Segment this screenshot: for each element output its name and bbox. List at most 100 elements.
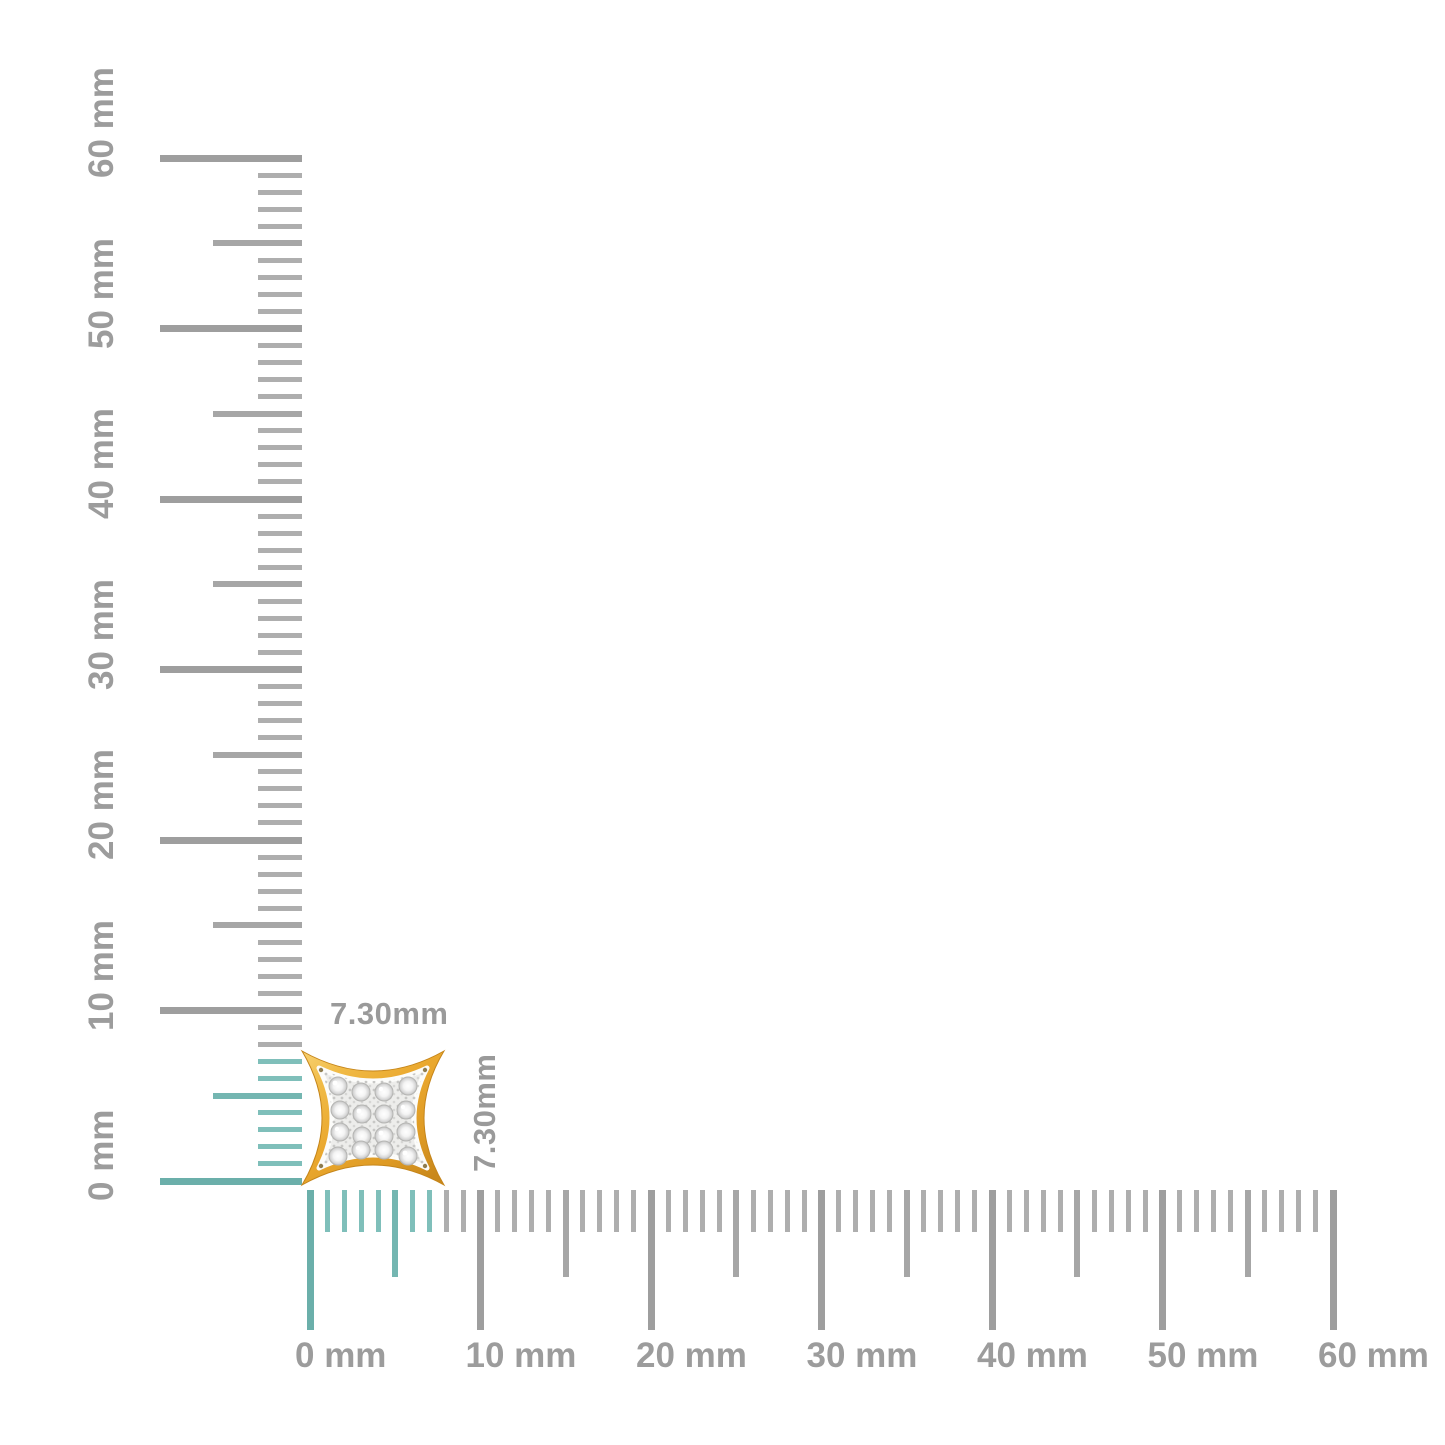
h-ruler-tick-11mm bbox=[495, 1190, 501, 1232]
h-ruler-tick-18mm bbox=[614, 1190, 620, 1232]
h-ruler-tick-26mm bbox=[750, 1190, 756, 1232]
h-ruler-tick-45mm bbox=[1074, 1190, 1081, 1277]
v-ruler-tick-29mm bbox=[258, 684, 302, 690]
h-ruler-tick-57mm bbox=[1279, 1190, 1285, 1232]
h-ruler-tick-41mm bbox=[1006, 1190, 1012, 1232]
h-ruler-tick-25mm bbox=[733, 1190, 740, 1277]
v-ruler-tick-35mm bbox=[213, 581, 302, 588]
v-ruler-tick-10mm bbox=[160, 1007, 302, 1014]
v-ruler-tick-3mm bbox=[258, 1127, 302, 1133]
v-ruler-tick-46mm bbox=[258, 394, 302, 400]
v-ruler-tick-45mm bbox=[213, 410, 302, 417]
h-ruler-tick-59mm bbox=[1313, 1190, 1319, 1232]
h-ruler-tick-33mm bbox=[870, 1190, 876, 1232]
h-ruler-label-40mm: 40 mm bbox=[977, 1336, 1088, 1375]
v-ruler-tick-0mm bbox=[160, 1177, 302, 1185]
h-ruler-tick-16mm bbox=[580, 1190, 586, 1232]
v-ruler-tick-37mm bbox=[258, 547, 302, 553]
v-ruler-tick-49mm bbox=[258, 343, 302, 349]
v-ruler-label-60mm: 60 mm bbox=[82, 67, 121, 178]
h-ruler-tick-35mm bbox=[903, 1190, 910, 1277]
v-ruler-label-40mm: 40 mm bbox=[82, 408, 121, 519]
h-ruler-tick-42mm bbox=[1023, 1190, 1029, 1232]
v-ruler-tick-15mm bbox=[213, 922, 302, 929]
h-ruler-tick-15mm bbox=[562, 1190, 569, 1277]
h-ruler-tick-39mm bbox=[972, 1190, 978, 1232]
h-ruler-tick-0mm bbox=[306, 1190, 314, 1330]
v-ruler-tick-6mm bbox=[258, 1076, 302, 1082]
h-ruler-tick-21mm bbox=[665, 1190, 671, 1232]
earring-milgrain-texture bbox=[319, 1068, 427, 1168]
v-ruler-tick-20mm bbox=[160, 836, 302, 844]
h-ruler-tick-17mm bbox=[597, 1190, 603, 1232]
v-ruler-label-20mm: 20 mm bbox=[82, 749, 121, 860]
h-ruler-tick-6mm bbox=[409, 1190, 415, 1232]
h-ruler-tick-13mm bbox=[529, 1190, 535, 1232]
v-ruler-tick-33mm bbox=[258, 615, 302, 621]
v-ruler-tick-14mm bbox=[258, 939, 302, 945]
h-ruler-tick-29mm bbox=[801, 1190, 807, 1232]
v-ruler-tick-30mm bbox=[160, 666, 302, 673]
v-ruler-tick-9mm bbox=[258, 1025, 302, 1031]
v-ruler-tick-54mm bbox=[258, 257, 302, 263]
diamond-sparkles bbox=[332, 1080, 408, 1156]
h-ruler-tick-40mm bbox=[988, 1190, 996, 1330]
v-ruler-tick-26mm bbox=[258, 735, 302, 741]
v-ruler-tick-53mm bbox=[258, 274, 302, 280]
h-ruler-tick-23mm bbox=[699, 1190, 705, 1232]
h-ruler-tick-50mm bbox=[1159, 1190, 1166, 1330]
v-ruler-tick-22mm bbox=[258, 803, 302, 809]
h-ruler-tick-44mm bbox=[1057, 1190, 1063, 1232]
h-ruler-tick-14mm bbox=[546, 1190, 552, 1232]
v-ruler-tick-60mm bbox=[160, 154, 302, 162]
h-ruler-tick-8mm bbox=[443, 1190, 449, 1232]
h-ruler-tick-58mm bbox=[1296, 1190, 1302, 1232]
v-ruler-tick-2mm bbox=[258, 1144, 302, 1150]
h-ruler-label-10mm: 10 mm bbox=[465, 1336, 577, 1375]
h-ruler-tick-43mm bbox=[1040, 1190, 1046, 1232]
h-ruler-label-0mm: 0 mm bbox=[295, 1336, 387, 1375]
h-ruler-tick-53mm bbox=[1211, 1190, 1217, 1232]
v-ruler-tick-21mm bbox=[258, 820, 302, 826]
h-ruler-tick-7mm bbox=[426, 1190, 432, 1232]
v-ruler-tick-17mm bbox=[258, 888, 302, 894]
h-ruler-label-50mm: 50 mm bbox=[1147, 1336, 1259, 1375]
v-ruler-tick-48mm bbox=[258, 360, 302, 366]
h-ruler-tick-46mm bbox=[1091, 1190, 1097, 1232]
h-ruler-tick-22mm bbox=[682, 1190, 688, 1232]
v-ruler-tick-52mm bbox=[258, 291, 302, 297]
h-ruler-tick-24mm bbox=[716, 1190, 722, 1232]
v-ruler-tick-4mm bbox=[258, 1110, 302, 1116]
h-ruler-tick-47mm bbox=[1108, 1190, 1114, 1232]
h-ruler-tick-56mm bbox=[1262, 1190, 1268, 1232]
v-ruler-tick-38mm bbox=[258, 530, 302, 536]
v-ruler-tick-32mm bbox=[258, 632, 302, 638]
h-ruler-tick-48mm bbox=[1125, 1190, 1131, 1232]
h-ruler-tick-9mm bbox=[460, 1190, 466, 1232]
h-ruler-tick-2mm bbox=[341, 1190, 347, 1232]
h-ruler-tick-5mm bbox=[392, 1190, 399, 1277]
v-ruler-tick-59mm bbox=[258, 172, 302, 178]
v-ruler-tick-25mm bbox=[213, 751, 302, 758]
v-ruler-tick-12mm bbox=[258, 973, 302, 979]
v-ruler-tick-58mm bbox=[258, 189, 302, 195]
v-ruler-tick-42mm bbox=[258, 462, 302, 468]
v-ruler-tick-18mm bbox=[258, 871, 302, 877]
h-ruler-tick-49mm bbox=[1142, 1190, 1148, 1232]
v-ruler-tick-8mm bbox=[258, 1042, 302, 1048]
h-ruler-tick-1mm bbox=[324, 1190, 330, 1232]
v-ruler-tick-7mm bbox=[258, 1059, 302, 1065]
h-ruler-tick-10mm bbox=[477, 1190, 484, 1330]
v-ruler-label-0mm: 0 mm bbox=[82, 1109, 121, 1201]
v-ruler-tick-39mm bbox=[258, 513, 302, 519]
h-ruler-tick-54mm bbox=[1228, 1190, 1234, 1232]
v-ruler-tick-13mm bbox=[258, 956, 302, 962]
h-ruler-label-20mm: 20 mm bbox=[636, 1336, 747, 1375]
h-ruler-tick-34mm bbox=[887, 1190, 893, 1232]
v-ruler-tick-11mm bbox=[258, 990, 302, 996]
earring-image bbox=[300, 1049, 446, 1187]
v-ruler-tick-57mm bbox=[258, 206, 302, 212]
h-ruler-tick-37mm bbox=[938, 1190, 944, 1232]
h-ruler-tick-12mm bbox=[512, 1190, 518, 1232]
